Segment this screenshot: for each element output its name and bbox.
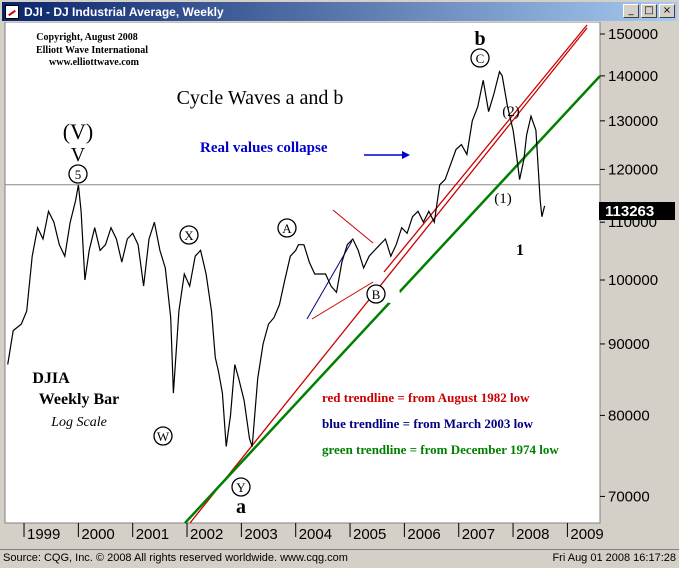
x-tick-label: 2001 [136,526,169,543]
y-tick-label: 90000 [608,336,650,353]
maximize-button[interactable]: □ [641,4,657,18]
y-tick-label: 130000 [608,113,658,130]
close-button[interactable]: × [659,4,675,18]
y-tick-label: 100000 [608,272,658,289]
last-value-label: 113263 [605,203,654,220]
last-value-box [599,202,675,220]
svg-text:W: W [157,429,170,444]
wave-label-b-circled: B [366,284,386,304]
x-tick-label: 2002 [190,526,223,543]
y-tick-label: 70000 [608,488,650,505]
y-tick-label: 150000 [608,26,658,43]
wave-label-w: W [153,426,173,446]
x-tick-label: 2000 [81,526,114,543]
status-timestamp: Fri Aug 01 2008 16:17:28 [552,552,676,564]
copyright-line-2: Elliott Wave International [36,45,148,56]
red-triangle-top [332,209,374,244]
real-values-annotation: Real values collapse [200,140,328,156]
window-controls: _ □ × [623,4,675,18]
red-triangle-bottom [311,281,374,320]
wave-label-1-paren: (1) [494,191,512,207]
wave-label-1: 1 [516,242,524,259]
side-label-3: Log Scale [50,415,107,430]
x-tick-label: 1999 [27,526,60,543]
wave-label-2: (2) [502,104,520,120]
chart-window: DJI - DJ Industrial Average, Weekly _ □ … [0,0,679,549]
y-tick-marks [600,33,605,497]
x-tick-label: 2007 [462,526,495,543]
minimize-button[interactable]: _ [623,4,639,18]
x-axis-ticks: 1999 2000 2001 2002 2003 2004 2005 2006 2007 2008… [23,523,604,543]
window-title: DJI - DJ Industrial Average, Weekly [24,4,224,19]
x-tick-label: 2005 [353,526,386,543]
wave-label-b: b [474,28,485,50]
x-tick-label: 2003 [244,526,277,543]
status-source: Source: CQG, Inc. © 2008 All rights rese… [3,552,348,564]
legend-blue: blue trendline = from March 2003 low [322,416,534,431]
y-tick-label: 80000 [608,407,650,424]
red-trendline-upper [383,24,588,273]
legend-red: red trendline = from August 1982 low [322,390,530,405]
side-label-1: DJIA [32,370,70,387]
plot-area [4,22,601,524]
wave-label-x: X [179,225,199,245]
wave-label-c-circled: C [470,48,490,68]
legend-green: green trendline = from December 1974 low [322,442,559,457]
svg-text:C: C [476,51,485,66]
red-trendline-lower [189,27,588,524]
wave-label-a: a [236,496,246,518]
price-gap-marker [382,285,400,303]
wave-label-5: 5 [68,164,88,184]
svg-text:X: X [184,228,194,243]
copyright-line-3: www.elliottwave.com [49,57,140,68]
x-tick-label: 2009 [570,526,603,543]
svg-text:Y: Y [236,480,246,495]
wave-label-v-paren: (V) [63,119,94,144]
copyright-line-1: Copyright, August 2008 [36,32,137,43]
side-label-2: Weekly Bar [39,391,119,408]
y-axis-ticks: 1500001400001300001200001100001000009000… [608,26,658,505]
svg-text:5: 5 [75,167,82,182]
chart-app-icon[interactable] [5,4,19,19]
real-values-arrowhead [402,151,410,159]
svg-text:B: B [372,287,381,302]
x-tick-label: 2006 [407,526,440,543]
wave-label-v: V [71,144,86,166]
svg-text:A: A [282,221,292,236]
title-bar[interactable]: DJI - DJ Industrial Average, Weekly _ □ … [2,2,677,21]
status-bar: Source: CQG, Inc. © 2008 All rights rese… [0,549,679,568]
x-tick-label: 2004 [299,526,332,543]
wave-label-a-circled: A [277,218,297,238]
price-series-line [7,70,546,447]
y-tick-label: 120000 [608,161,658,178]
wave-label-y: Y [231,477,251,497]
x-tick-label: 2008 [516,526,549,543]
chart-title: Cycle Waves a and b [177,87,344,109]
price-chart[interactable]: 1500001400001300001200001100001000009000… [2,22,677,549]
y-tick-label: 140000 [608,68,658,85]
